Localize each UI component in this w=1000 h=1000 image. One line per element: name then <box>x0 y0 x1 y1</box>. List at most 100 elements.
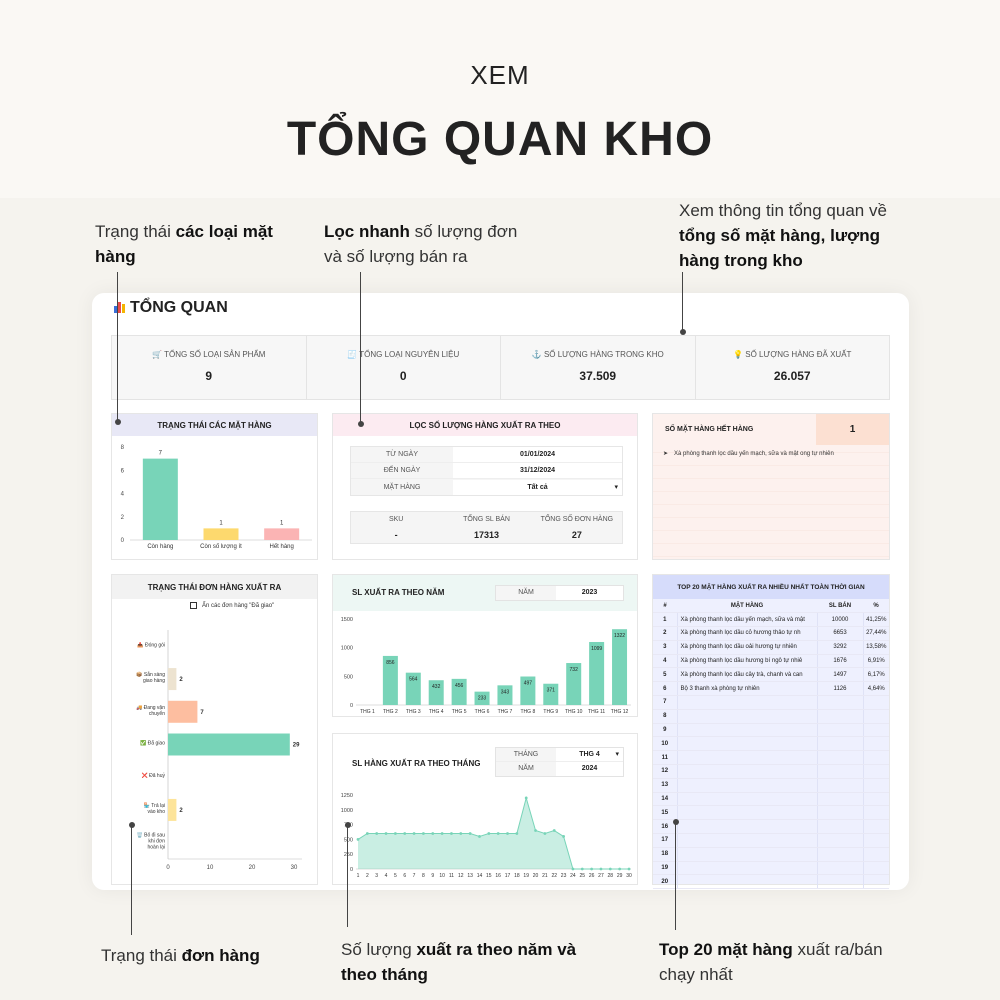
x-tick-label: 12 <box>458 873 464 879</box>
x-tick-label: 6 <box>403 873 406 879</box>
y-tick-label: 250 <box>344 852 353 858</box>
x-tick-label: THG 7 <box>498 709 513 715</box>
data-point <box>375 832 379 835</box>
y-tick-label: 8 <box>121 445 125 451</box>
item-cell: Xà phòng thanh lọc dầu cây trà, chanh và… <box>676 667 818 683</box>
x-tick-label: THG 1 <box>360 709 375 715</box>
data-label: 1322 <box>614 633 625 639</box>
percent-cell <box>863 861 889 876</box>
x-tick-label: 13 <box>467 873 473 879</box>
data-point <box>590 867 594 871</box>
percent-cell <box>863 723 889 738</box>
annotation-top20: Top 20 mặt hàng xuất ra/bán chạy nhất <box>659 940 883 984</box>
table-row: 12 <box>653 764 889 779</box>
table-row: 17 <box>653 833 889 848</box>
percent-cell <box>863 847 889 862</box>
table-row: 16 <box>653 819 889 835</box>
percent-cell: 41,25% <box>863 612 889 628</box>
y-tick-label: 🗑️ Bỏ đi sau khi đơn hoàn lại <box>137 832 166 851</box>
x-tick-label: 21 <box>542 873 548 879</box>
data-point <box>403 832 407 835</box>
data-label: 29 <box>293 743 300 749</box>
top20-panel: TOP 20 MẶT HÀNG XUẤT RA NHIỀU NHẤT TOÀN … <box>652 574 890 890</box>
out-of-stock-count: 1 <box>816 414 889 445</box>
bar <box>497 685 513 705</box>
bar <box>168 700 198 723</box>
item-cell <box>676 847 818 862</box>
filter-panel: LỌC SỐ LƯỢNG HÀNG XUẤT RA THEO TỪ NGÀY 01… <box>332 413 638 560</box>
data-label: 432 <box>432 684 441 690</box>
y-tick-label: 500 <box>344 674 353 680</box>
data-point <box>384 832 388 835</box>
item-cell <box>676 792 818 807</box>
rank-cell: 17 <box>653 833 677 848</box>
rank-cell: 15 <box>653 805 677 821</box>
yearly-year-select[interactable]: NĂM 2023 <box>495 585 624 601</box>
sold-cell: 1126 <box>817 681 864 697</box>
stat-total-products: 🛒 TỔNG SỐ LOẠI SẢN PHẨM 9 <box>112 336 307 399</box>
x-tick-label: 10 <box>439 873 445 879</box>
item-cell <box>676 695 818 710</box>
pin-overview <box>679 272 686 335</box>
x-tick-label: THG 10 <box>565 709 583 715</box>
pin-product-status <box>114 272 121 425</box>
y-tick-label: 📥 Đóng gói <box>137 641 165 648</box>
x-tick-label: 4 <box>385 873 388 879</box>
sold-cell <box>817 695 864 710</box>
y-tick-label: ✅ Đã giao <box>140 740 165 747</box>
x-tick-label: 28 <box>608 873 614 879</box>
data-point <box>515 832 519 835</box>
to-date-input[interactable]: 31/12/2024 <box>453 463 622 478</box>
x-tick-label: 14 <box>477 873 483 879</box>
sold-cell: 3292 <box>817 640 864 655</box>
bar <box>612 629 628 705</box>
pin-quick-filter <box>357 272 364 427</box>
table-row: 14 <box>653 792 889 807</box>
x-tick-label: 29 <box>617 873 623 879</box>
out-of-stock-label: SỐ MẶT HÀNG HẾT HÀNG <box>665 426 754 433</box>
hide-delivered-toggle[interactable]: Ẩn các đơn hàng "Đã giao" <box>190 602 274 609</box>
order-status-panel: TRẠNG THÁI ĐƠN HÀNG XUẤT RA Ẩn các đơn h… <box>111 574 318 885</box>
x-tick-label: 3 <box>375 873 378 879</box>
item-select[interactable]: Tất cả ▾ <box>453 479 622 495</box>
x-tick-label: 30 <box>291 865 298 871</box>
data-point <box>599 867 603 871</box>
percent-cell <box>863 736 889 752</box>
x-tick-label: 8 <box>422 873 425 879</box>
col-sold: SL BÁN <box>817 599 863 614</box>
percent-cell: 4,64% <box>863 681 889 697</box>
percent-cell <box>863 819 889 835</box>
data-point <box>412 832 416 835</box>
bar <box>474 691 490 705</box>
filter-summary: SKU TỔNG SL BÁN TỔNG SỐ ĐƠN HÀNG - 17313… <box>350 511 623 544</box>
bar <box>168 733 290 756</box>
percent-cell: 6,91% <box>863 654 889 669</box>
monthly-year-select[interactable]: NĂM 2024 <box>496 762 623 776</box>
col-item: MẶT HÀNG <box>677 599 817 614</box>
y-tick-label: 📦 Sẵn sàng giao hàng <box>136 671 165 684</box>
x-tick-label: 11 <box>449 873 454 879</box>
item-cell <box>676 764 818 779</box>
percent-cell <box>863 874 889 890</box>
from-date-input[interactable]: 01/01/2024 <box>453 447 622 462</box>
item-cell <box>676 874 818 890</box>
data-point <box>440 832 444 835</box>
stats-bar: 🛒 TỔNG SỐ LOẠI SẢN PHẨM 9 🧾 TỔNG LOẠI NGU… <box>111 335 890 400</box>
x-tick-label: THG 3 <box>406 709 421 715</box>
filter-row-from: TỪ NGÀY 01/01/2024 <box>351 447 622 463</box>
rank-cell: 9 <box>653 723 677 738</box>
rank-cell: 8 <box>653 709 677 724</box>
bar-chart-icon <box>113 300 126 318</box>
sold-cell <box>817 750 864 766</box>
data-label: 856 <box>386 660 395 666</box>
pin-top20 <box>672 819 679 930</box>
data-point <box>608 867 612 871</box>
table-row: 2 Xà phòng thanh lọc dầu cỏ hương thảo tự… <box>653 626 889 641</box>
rank-cell: 11 <box>653 750 677 766</box>
x-tick-label: 7 <box>413 873 416 879</box>
anchor-icon: ⚓ <box>531 350 542 359</box>
data-label: 7 <box>159 451 163 457</box>
monthly-filter: THÁNG THG 4 ▾ NĂM 2024 <box>495 747 624 777</box>
month-select[interactable]: THÁNG THG 4 ▾ <box>496 748 623 762</box>
data-label: 1099 <box>591 646 602 652</box>
